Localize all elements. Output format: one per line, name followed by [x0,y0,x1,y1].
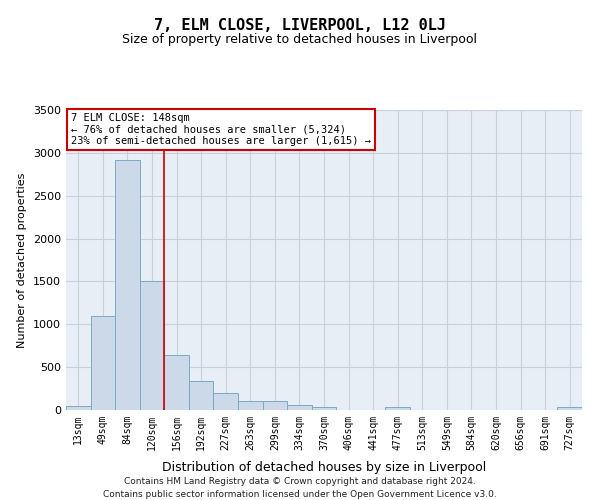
Bar [189,381,214,410]
Text: Size of property relative to detached houses in Liverpool: Size of property relative to detached ho… [122,32,478,46]
Y-axis label: Number of detached properties: Number of detached properties [17,172,28,348]
Bar [557,408,582,410]
Bar [66,406,91,410]
Text: 7, ELM CLOSE, LIVERPOOL, L12 0LJ: 7, ELM CLOSE, LIVERPOOL, L12 0LJ [154,18,446,32]
Text: 7 ELM CLOSE: 148sqm
← 76% of detached houses are smaller (5,324)
23% of semi-det: 7 ELM CLOSE: 148sqm ← 76% of detached ho… [71,113,371,146]
Bar [238,400,263,410]
Bar [385,408,410,410]
Text: Contains public sector information licensed under the Open Government Licence v3: Contains public sector information licen… [103,490,497,499]
Bar [91,316,115,410]
Bar [263,402,287,410]
Bar [164,355,189,410]
Text: Contains HM Land Registry data © Crown copyright and database right 2024.: Contains HM Land Registry data © Crown c… [124,478,476,486]
Bar [214,393,238,410]
Bar [140,280,164,410]
X-axis label: Distribution of detached houses by size in Liverpool: Distribution of detached houses by size … [162,461,486,474]
Bar [312,408,336,410]
Bar [287,406,312,410]
Bar [115,160,140,410]
